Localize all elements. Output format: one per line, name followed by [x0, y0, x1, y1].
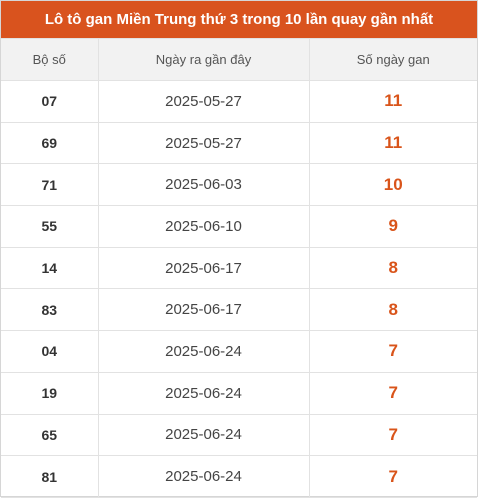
stats-table: Bộ số Ngày ra gần đây Số ngày gan 07 2025-0…: [1, 38, 477, 498]
gap-days: 7: [308, 330, 477, 373]
lotto-number: 65: [1, 413, 99, 457]
last-date: 2025-05-27: [97, 80, 310, 123]
lotto-number: 69: [1, 121, 99, 165]
last-date: 2025-06-24: [97, 455, 310, 498]
table-row: 69 2025-05-27 11: [1, 121, 477, 165]
table-row: 55 2025-06-10 9: [1, 205, 477, 248]
last-date: 2025-06-17: [97, 288, 310, 332]
gap-days: 7: [308, 455, 477, 498]
table-row: 07 2025-05-27 11: [1, 80, 477, 123]
table-row: 81 2025-06-24 7: [1, 455, 477, 498]
last-date: 2025-05-27: [97, 121, 310, 165]
gap-days: 11: [308, 80, 477, 123]
last-date: 2025-06-10: [97, 205, 310, 248]
lotto-number: 07: [1, 80, 99, 123]
column-header: Số ngày gan: [308, 38, 477, 81]
table-row: 71 2025-06-03 10: [1, 163, 477, 207]
table-body: 07 2025-05-27 11 69 2025-05-27 11 71 2025-06-03…: [1, 80, 477, 498]
gap-days: 9: [308, 205, 477, 248]
gap-days: 8: [308, 288, 477, 332]
last-date: 2025-06-24: [97, 371, 310, 415]
lotto-number: 19: [1, 371, 99, 415]
gap-days: 11: [308, 121, 477, 165]
table-row: 19 2025-06-24 7: [1, 371, 477, 415]
lotto-number: 81: [1, 455, 99, 498]
lotto-number: 71: [1, 163, 99, 207]
last-date: 2025-06-24: [97, 330, 310, 373]
table-row: 04 2025-06-24 7: [1, 330, 477, 373]
last-date: 2025-06-17: [97, 246, 310, 290]
table-row: 83 2025-06-17 8: [1, 288, 477, 332]
gap-days: 7: [308, 413, 477, 457]
last-date: 2025-06-24: [97, 413, 310, 457]
last-date: 2025-06-03: [97, 163, 310, 207]
table-row: 14 2025-06-17 8: [1, 246, 477, 290]
table-row: 65 2025-06-24 7: [1, 413, 477, 457]
gap-days: 10: [308, 163, 477, 207]
gap-days: 7: [308, 371, 477, 415]
column-header: Ngày ra gần đây: [97, 38, 310, 81]
lotto-number: 55: [1, 205, 99, 248]
header-row: Bộ số Ngày ra gần đây Số ngày gan: [1, 38, 477, 81]
lotto-number: 14: [1, 246, 99, 290]
lotto-number: 04: [1, 330, 99, 373]
lotto-number: 83: [1, 288, 99, 332]
gap-days: 8: [308, 246, 477, 290]
panel-title: Lô tô gan Miền Trung thứ 3 trong 10 lần …: [1, 1, 477, 38]
column-header: Bộ số: [1, 38, 99, 81]
